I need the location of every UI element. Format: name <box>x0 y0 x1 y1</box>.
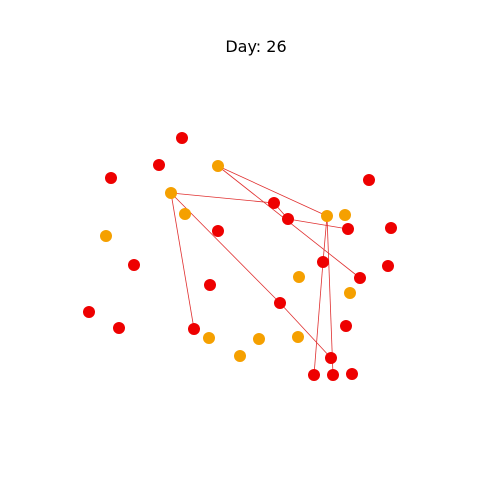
node-point-red <box>113 322 125 334</box>
node-point-red <box>325 352 337 364</box>
edge-line <box>279 302 332 359</box>
node-point-orange <box>321 210 333 222</box>
edge-line <box>170 192 275 204</box>
node-point-red <box>274 297 286 309</box>
node-point-orange <box>292 331 304 343</box>
node-point-orange <box>253 333 265 345</box>
node-point-red <box>354 272 366 284</box>
nodes-layer <box>83 132 397 381</box>
chart-title: Day: 26 <box>225 37 286 56</box>
node-point-orange <box>165 187 177 199</box>
node-point-orange <box>344 287 356 299</box>
edge-line <box>170 192 195 330</box>
node-point-orange <box>234 350 246 362</box>
node-point-orange <box>293 271 305 283</box>
edge-line <box>313 261 324 376</box>
node-point-red <box>385 222 397 234</box>
node-point-orange <box>179 208 191 220</box>
node-point-red <box>105 172 117 184</box>
node-point-red <box>153 159 165 171</box>
node-point-orange <box>212 160 224 172</box>
node-point-orange <box>100 230 112 242</box>
edge-line <box>217 165 328 217</box>
node-point-red <box>128 259 140 271</box>
node-point-red <box>382 260 394 272</box>
node-point-red <box>176 132 188 144</box>
node-point-red <box>327 369 339 381</box>
node-point-red <box>308 369 320 381</box>
node-point-red <box>188 323 200 335</box>
node-point-red <box>204 279 216 291</box>
edge-line <box>287 218 349 230</box>
edge-line <box>326 215 334 376</box>
node-point-red <box>282 213 294 225</box>
node-point-orange <box>203 332 215 344</box>
node-point-red <box>346 368 358 380</box>
node-point-red <box>212 225 224 237</box>
node-point-red <box>342 223 354 235</box>
node-point-red <box>340 320 352 332</box>
edge-line <box>322 215 328 263</box>
node-point-red <box>363 174 375 186</box>
node-point-orange <box>339 209 351 221</box>
node-point-red <box>317 256 329 268</box>
node-point-red <box>83 306 95 318</box>
node-point-red <box>268 197 280 209</box>
